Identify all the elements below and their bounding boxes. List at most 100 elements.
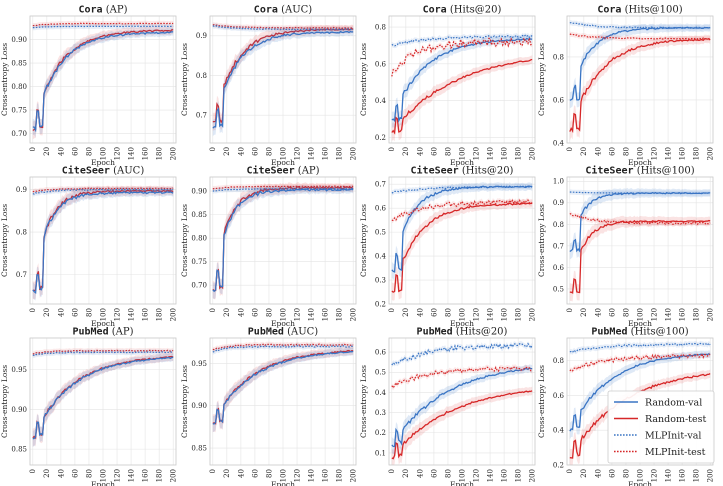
x-tick-label: 80 bbox=[622, 147, 630, 156]
x-tick-label: 60 bbox=[71, 308, 79, 317]
y-axis-label: Cross-entropy Loss bbox=[359, 43, 368, 116]
band-mlpinit-val bbox=[391, 183, 533, 196]
x-tick-label: 180 bbox=[336, 469, 344, 482]
y-axis-label: Cross-entropy Loss bbox=[537, 365, 546, 438]
x-tick-label: 160 bbox=[142, 308, 150, 321]
x-tick-label: 140 bbox=[487, 469, 495, 482]
line-mlpinit-val bbox=[569, 22, 711, 30]
y-tick-label: 0.2 bbox=[375, 134, 386, 142]
line-mlpinit-test bbox=[391, 198, 533, 222]
x-tick-label: 120 bbox=[650, 147, 658, 160]
y-tick-label: 0.9 bbox=[553, 199, 564, 207]
x-tick-label: 200 bbox=[350, 469, 358, 482]
x-tick-label: 180 bbox=[156, 308, 164, 321]
x-tick-label: 180 bbox=[693, 308, 701, 321]
series-group bbox=[569, 20, 711, 141]
line-mlpinit-val bbox=[212, 25, 354, 31]
band-random-val bbox=[569, 23, 711, 109]
panel-citeseer-ap: 0 20 40 60 80 100 120 140 160 180 200 0.70 0.75 0.80 0… bbox=[180, 165, 358, 329]
series-group bbox=[212, 182, 354, 300]
y-axis-label: Cross-entropy Loss bbox=[359, 365, 368, 438]
line-mlpinit-val bbox=[569, 191, 711, 194]
band-mlpinit-val bbox=[32, 23, 174, 31]
panel-title-dataset: Cora bbox=[254, 5, 278, 16]
x-tick-label: 180 bbox=[693, 147, 701, 160]
x-axis-label: Epoch bbox=[450, 319, 474, 328]
panel-title-metric: (Hits@100) bbox=[627, 327, 688, 338]
x-tick-label: 140 bbox=[665, 147, 673, 160]
x-tick-label: 160 bbox=[679, 469, 687, 482]
y-tick-label: 0.8 bbox=[553, 221, 564, 229]
line-mlpinit-test bbox=[569, 33, 711, 40]
x-tick-label: 60 bbox=[430, 147, 438, 156]
x-tick-label: 80 bbox=[85, 469, 93, 478]
y-tick-label: 0.8 bbox=[196, 72, 207, 80]
line-mlpinit-test bbox=[32, 349, 174, 355]
y-tick-label: 0.5 bbox=[375, 369, 386, 377]
x-axis-label: Epoch bbox=[91, 480, 115, 486]
x-tick-label: 140 bbox=[308, 147, 316, 160]
y-axis-label: Cross-entropy Loss bbox=[180, 204, 189, 277]
line-mlpinit-val bbox=[32, 188, 174, 195]
y-tick-label: 0.3 bbox=[375, 276, 386, 284]
x-tick-label: 100 bbox=[458, 308, 466, 321]
line-mlpinit-test bbox=[32, 22, 174, 27]
legend-item-mlpinit-val: MLPInit-val bbox=[614, 430, 701, 441]
band-mlpinit-test bbox=[391, 364, 533, 391]
band-mlpinit-val bbox=[32, 349, 174, 358]
x-tick-label: 0 bbox=[388, 469, 396, 473]
y-tick-label: 0.7 bbox=[196, 112, 207, 120]
x-tick-label: 140 bbox=[128, 308, 136, 321]
plot-frame bbox=[29, 15, 177, 144]
panel-title-metric: (AP) bbox=[295, 166, 320, 177]
band-random-test bbox=[569, 34, 711, 141]
x-tick-label: 40 bbox=[594, 469, 602, 478]
y-tick-label: 0.85 bbox=[11, 446, 27, 454]
panels-group: 0 20 40 60 80 100 120 140 160 180 200 0.70 0.75 0.80 0… bbox=[0, 5, 715, 486]
x-axis-label: Epoch bbox=[450, 480, 474, 486]
band-mlpinit-val bbox=[391, 340, 533, 368]
x-tick-label: 80 bbox=[444, 469, 452, 478]
panel-citeseer-hits-20: 0 20 40 60 80 100 120 140 160 180 200 0.2 0.3 0.4 0.5 0… bbox=[359, 165, 537, 329]
x-tick-label: 60 bbox=[71, 469, 79, 478]
x-tick-label: 180 bbox=[336, 308, 344, 321]
x-axis-label: Epoch bbox=[271, 480, 295, 486]
panel-cora-auc: 0 20 40 60 80 100 120 140 160 180 200 0.7 0.8 0.9 Epoc… bbox=[180, 5, 358, 168]
legend-label: Random-val bbox=[645, 397, 702, 408]
x-tick-label: 20 bbox=[223, 147, 231, 156]
x-tick-label: 20 bbox=[580, 147, 588, 156]
x-tick-label: 200 bbox=[529, 147, 537, 160]
x-tick-label: 180 bbox=[515, 308, 523, 321]
line-mlpinit-val bbox=[391, 185, 533, 194]
line-random-test bbox=[391, 202, 533, 293]
plot-frame bbox=[566, 176, 714, 305]
x-tick-label: 40 bbox=[594, 308, 602, 317]
line-mlpinit-test bbox=[32, 187, 174, 193]
x-tick-label: 200 bbox=[529, 469, 537, 482]
x-tick-label: 160 bbox=[679, 147, 687, 160]
y-tick-label: 0.75 bbox=[11, 106, 27, 114]
x-tick-label: 20 bbox=[402, 308, 410, 317]
band-random-test bbox=[32, 352, 174, 447]
y-tick-label: 0.70 bbox=[11, 130, 27, 138]
y-tick-label: 0.80 bbox=[11, 83, 27, 91]
panel-title: CiteSeer (Hits@100) bbox=[585, 165, 694, 177]
panel-title-dataset: CiteSeer bbox=[411, 165, 459, 177]
line-random-test bbox=[391, 390, 533, 460]
line-random-val bbox=[32, 31, 174, 133]
x-tick-label: 160 bbox=[322, 147, 330, 160]
y-axis-label: Cross-entropy Loss bbox=[180, 43, 189, 116]
panel-title-dataset: CiteSeer bbox=[585, 165, 633, 177]
x-tick-label: 40 bbox=[57, 147, 65, 156]
x-tick-label: 100 bbox=[636, 147, 644, 160]
y-tick-label: 0.1 bbox=[375, 449, 386, 457]
line-random-val bbox=[391, 37, 533, 123]
band-random-val bbox=[212, 27, 354, 137]
panel-title-dataset: Cora bbox=[78, 5, 102, 16]
panel-title: PubMed (AUC) bbox=[248, 327, 319, 338]
x-tick-label: 20 bbox=[223, 469, 231, 478]
line-random-val bbox=[212, 30, 354, 129]
x-tick-label: 180 bbox=[515, 469, 523, 482]
x-tick-label: 140 bbox=[128, 469, 136, 482]
